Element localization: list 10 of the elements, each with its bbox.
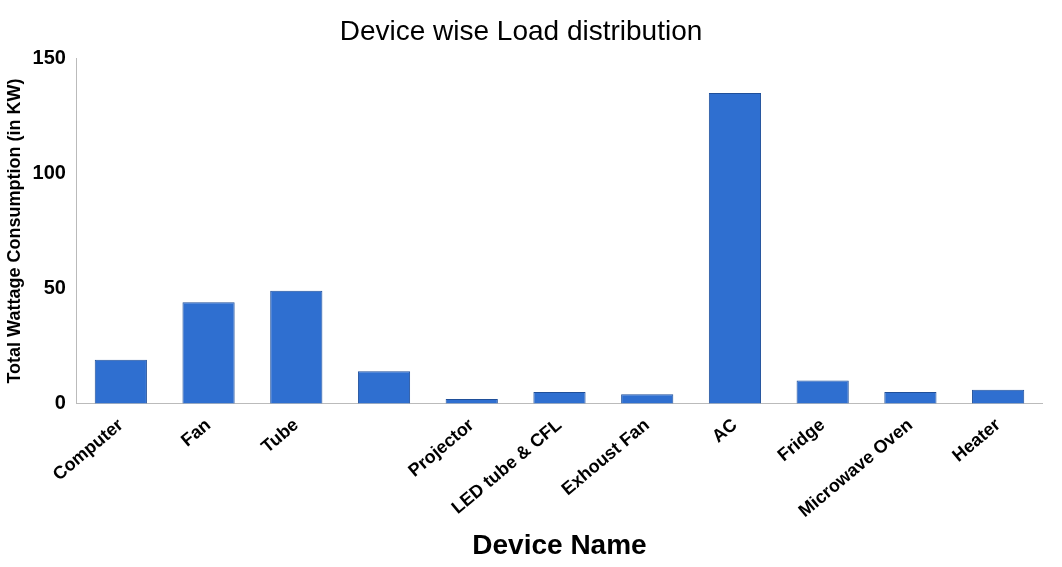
y-tick-label: 150 [32,46,66,69]
y-axis-title: Total Wattage Consumption (in KW) [3,78,24,384]
x-tick-label: Fan [176,414,215,451]
y-tick-label: 0 [54,391,66,414]
x-tick-label: AC [707,414,741,447]
chart-title: Device wise Load distribution [339,14,703,46]
x-tick-label: Tube [257,414,303,457]
y-tick-label: 50 [43,276,66,299]
x-axis-title: Device Name [472,528,647,560]
y-tick-label: 100 [32,161,66,184]
